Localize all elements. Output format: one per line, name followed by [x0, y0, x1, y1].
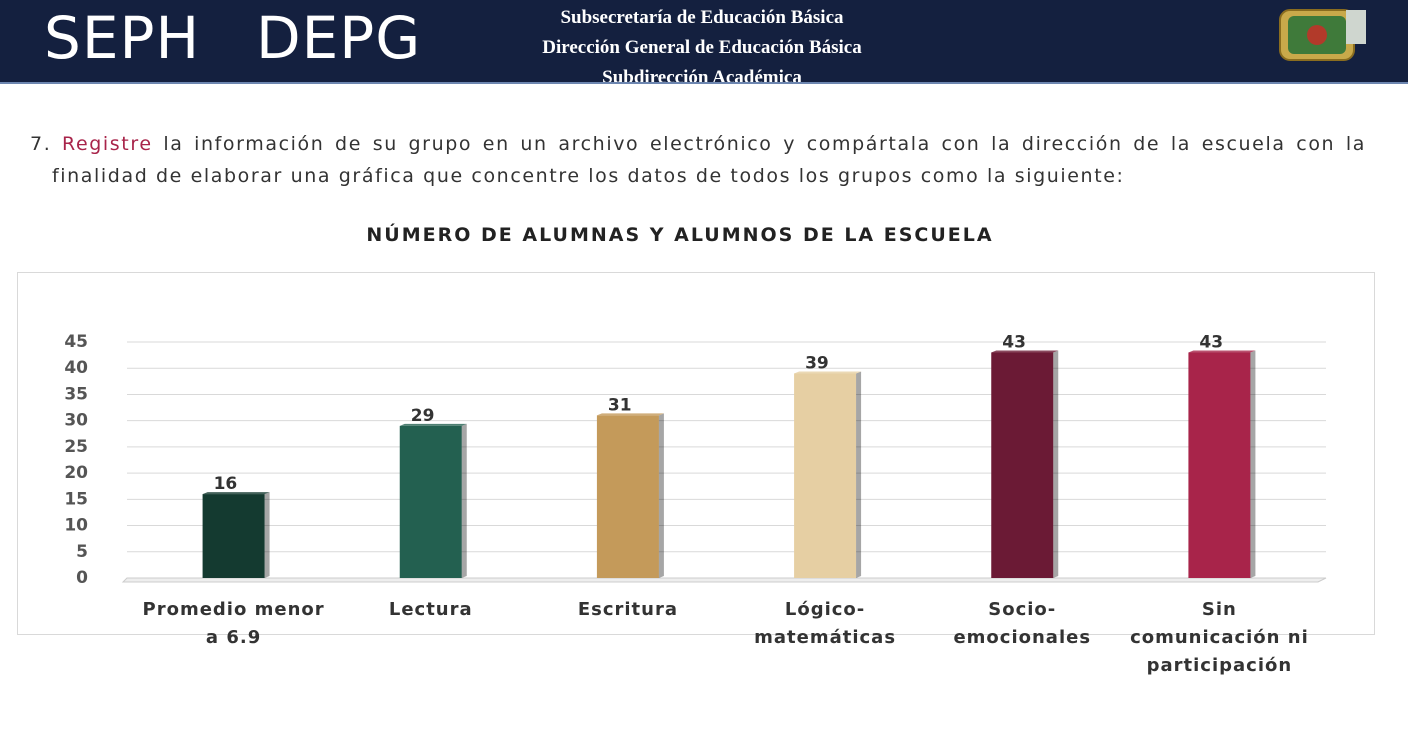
bar-top [794, 371, 862, 374]
bar-top [1188, 350, 1256, 353]
logo [1279, 9, 1366, 61]
value-label: 16 [214, 474, 238, 494]
bar [399, 425, 462, 578]
chart-frame [17, 272, 1375, 635]
value-label: 29 [411, 406, 435, 426]
y-tick-label: 5 [76, 542, 88, 562]
chart-title: NÚMERO DE ALUMNAS Y ALUMNOS DE LA ESCUEL… [366, 224, 994, 246]
y-tick-label: 10 [64, 516, 88, 536]
floor [121, 577, 1327, 583]
header-line: Subsecretaría de Educación Básica [560, 7, 844, 28]
header-line: Subdirección Académica [602, 67, 802, 82]
instruction: 7. Registre la información de su grupo e… [30, 128, 1366, 192]
instruction-text: la información de su grupo en un archivo… [52, 133, 1367, 187]
bar-side [461, 423, 467, 578]
x-tick-label: Socio-emocionales [953, 599, 1092, 648]
bar-top [991, 350, 1059, 353]
x-tick-label: Escritura [577, 599, 678, 620]
x-tick-label: Sin comunicación ni participación [1130, 599, 1309, 676]
bar [202, 494, 265, 578]
y-tick-label: 20 [64, 463, 88, 483]
value-label: 43 [1002, 332, 1026, 352]
x-tick-label: Promedio menor a 6.9 [142, 599, 325, 648]
value-label: 31 [608, 395, 632, 415]
bar-side [856, 371, 862, 578]
y-tick-label: 0 [76, 568, 88, 588]
y-tick-label: 15 [64, 489, 88, 509]
brand-middle: DEPG [256, 4, 422, 72]
bar-side [1250, 350, 1256, 578]
y-tick-label: 35 [64, 384, 88, 404]
bar-side [658, 413, 664, 578]
y-tick-label: 25 [64, 437, 88, 457]
bar-top [596, 413, 664, 416]
bar-top [399, 423, 467, 426]
y-tick-label: 30 [64, 411, 88, 431]
bar [794, 373, 857, 578]
bar [1188, 352, 1251, 578]
brand-left: SEPH [44, 4, 201, 72]
header-line: Dirección General de Educación Básica [542, 37, 862, 58]
y-tick-label: 45 [64, 332, 88, 352]
bar [991, 352, 1054, 578]
bar-side [1053, 350, 1059, 578]
y-tick-label: 40 [64, 358, 88, 378]
instruction-number: 7. [30, 133, 52, 155]
bar-top [202, 492, 270, 495]
bar [596, 415, 659, 578]
value-label: 43 [1199, 332, 1223, 352]
header: SEPH DEPG Subsecretaría de Educación Bás… [0, 0, 1408, 84]
instruction-emphasis: Registre [62, 133, 153, 155]
bar-side [264, 492, 270, 578]
x-tick-label: Lógico-matemáticas [754, 599, 897, 648]
value-label: 39 [805, 353, 829, 373]
x-tick-label: Lectura [388, 599, 473, 620]
